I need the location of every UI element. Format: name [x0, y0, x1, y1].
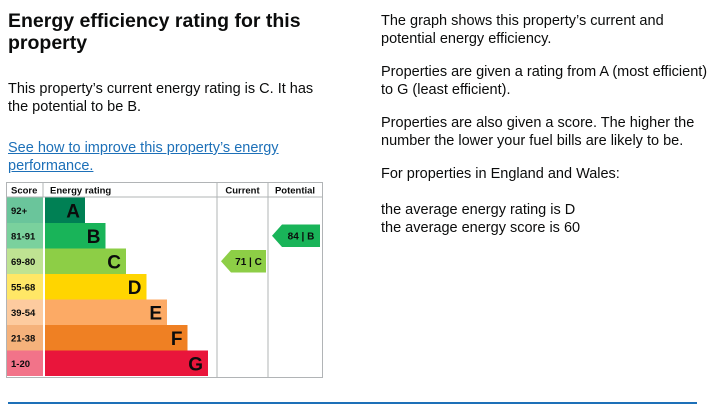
band-b-letter: B	[87, 227, 101, 248]
band-e-letter: E	[149, 303, 162, 324]
band-d-letter: D	[128, 278, 142, 299]
region-intro: For properties in England and Wales:	[381, 166, 620, 182]
score-description: Properties are also given a score. The h…	[381, 115, 695, 149]
improve-performance-link[interactable]: See how to improve this property’s energ…	[8, 140, 279, 174]
band-f-letter: F	[171, 329, 183, 350]
section-divider	[8, 402, 697, 404]
current-rating-label: 71 | C	[235, 257, 262, 268]
page-title: Energy efficiency rating for this proper…	[8, 10, 301, 54]
info-column: The graph shows this property’s current …	[381, 12, 711, 237]
band-e-bar	[45, 299, 167, 325]
band-c-bar	[45, 248, 126, 274]
rating-range-text: Properties are given a rating from A (mo…	[381, 64, 708, 98]
summary-column: Energy efficiency rating for this proper…	[8, 10, 338, 175]
header-score: Score	[11, 186, 37, 197]
band-g-bar	[45, 350, 208, 376]
band-g-score-cell	[7, 350, 43, 376]
band-c-score-cell	[7, 248, 43, 274]
band-c-range: 69-80	[11, 257, 35, 268]
band-b-range: 81-91	[11, 231, 36, 242]
band-f-bar	[45, 325, 188, 351]
band-a-range: 92+	[11, 206, 28, 217]
band-d-bar	[45, 274, 147, 300]
band-a-score-cell	[7, 197, 43, 223]
average-score-text: the average energy score is 60	[381, 220, 581, 236]
band-d-score-cell	[7, 274, 43, 300]
potential-rating-label: 84 | B	[288, 231, 315, 242]
band-e-range: 39-54	[11, 308, 36, 319]
header-potential: Potential	[275, 186, 315, 197]
band-f-score-cell	[7, 325, 43, 351]
header-energy-rating: Energy rating	[50, 186, 111, 197]
header-current: Current	[225, 186, 260, 197]
current-rating-arrow	[221, 250, 266, 273]
averages: the average energy rating is D the avera…	[381, 201, 711, 237]
current-rating-text: This property’s current energy rating is…	[8, 81, 314, 115]
band-a-letter: A	[66, 201, 80, 222]
band-b-score-cell	[7, 223, 43, 249]
band-a-bar	[45, 197, 85, 223]
band-g-range: 1-20	[11, 359, 30, 370]
energy-rating-chart: Score Energy rating Current Potential 92+ A 81…	[6, 182, 323, 378]
graph-description: The graph shows this property’s current …	[381, 13, 664, 47]
potential-rating-arrow	[272, 224, 320, 247]
band-d-range: 55-68	[11, 282, 35, 293]
band-b-bar	[45, 223, 106, 249]
band-c-letter: C	[107, 252, 121, 273]
average-rating-text: the average energy rating is D	[381, 202, 576, 218]
band-e-score-cell	[7, 299, 43, 325]
band-g-letter: G	[188, 354, 203, 375]
band-f-range: 21-38	[11, 333, 35, 344]
